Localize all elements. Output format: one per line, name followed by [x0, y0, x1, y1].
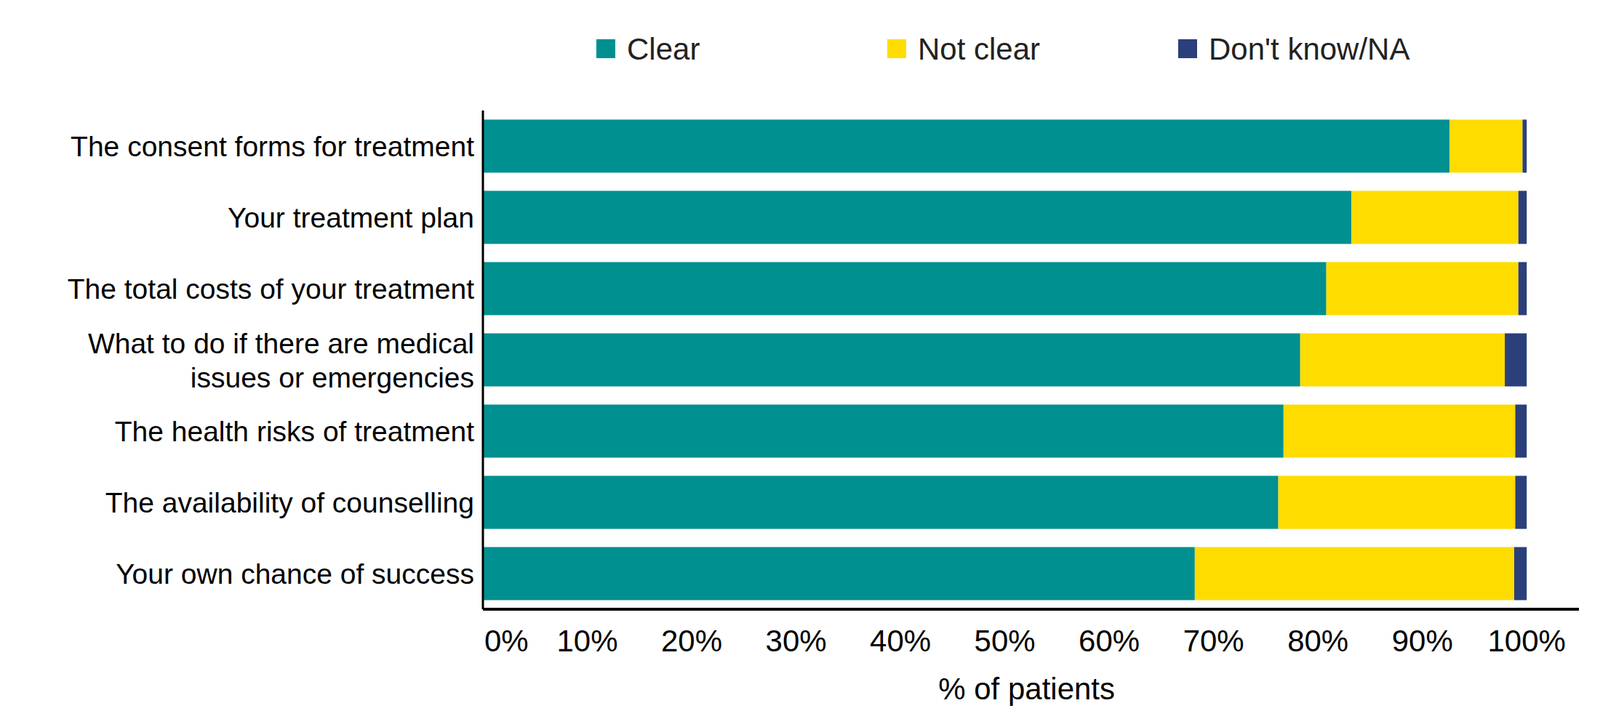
x-tick-label: 20%	[661, 624, 723, 659]
chart: The consent forms for treatment Your trea…	[0, 0, 1600, 727]
bar-segment	[482, 191, 1352, 245]
bar-segment	[1194, 547, 1515, 601]
x-tick-label: 60%	[1078, 624, 1140, 659]
bar-segment	[1326, 262, 1519, 316]
x-tick	[900, 609, 902, 611]
bar-segment	[1449, 120, 1523, 174]
category-label: The total costs of your treatment	[67, 273, 475, 305]
bar-segment	[482, 333, 1301, 387]
bars	[482, 120, 1527, 601]
x-tick-label: 40%	[869, 624, 931, 659]
x-tick-label: 0%	[484, 624, 529, 659]
bar-segment	[1514, 476, 1527, 530]
bar-segment	[1504, 333, 1527, 387]
y-axis-line	[482, 110, 485, 610]
bar-segment	[1522, 120, 1527, 174]
x-tick-label: 90%	[1392, 624, 1454, 659]
bar-segment	[1514, 547, 1527, 601]
x-tick-label: 30%	[765, 624, 827, 659]
x-tick	[1004, 609, 1006, 611]
bar-segment	[482, 547, 1195, 601]
bar-segment	[1300, 333, 1505, 387]
x-tick	[1526, 609, 1528, 611]
bar-segment	[482, 476, 1279, 530]
category-label: Your own chance of success	[115, 558, 475, 590]
category-label: The health risks of treatment	[114, 416, 475, 448]
x-tick	[1317, 609, 1319, 611]
category-label: Your treatment plan	[227, 202, 475, 234]
bar-segment	[1518, 191, 1527, 245]
legend-label: Not clear	[917, 32, 1040, 67]
x-tick	[482, 609, 484, 611]
legend-swatch	[1178, 39, 1198, 59]
x-tick-label: 80%	[1287, 624, 1349, 659]
x-tick-label: 50%	[974, 624, 1036, 659]
legend-swatch	[596, 39, 616, 59]
bar-segment	[1283, 405, 1516, 459]
bar-segment	[482, 120, 1450, 174]
x-tick-label: 70%	[1183, 624, 1245, 659]
x-tick	[1421, 609, 1423, 611]
x-tick	[795, 609, 797, 611]
x-tick-label: 10%	[556, 624, 618, 659]
legend-label: Don't know/NA	[1208, 32, 1410, 67]
x-axis-title: % of patients	[938, 672, 1115, 707]
bar-segment	[482, 262, 1327, 316]
bar-segment	[1278, 476, 1516, 530]
bar-segment	[1518, 262, 1527, 316]
category-label: What to do if there are medicalissues or…	[88, 328, 475, 394]
x-tick	[1213, 609, 1214, 611]
bar-segment	[1514, 405, 1527, 459]
x-tick	[691, 609, 693, 611]
legend-label: Clear	[626, 32, 700, 67]
x-tick	[586, 609, 588, 611]
category-label: The consent forms for treatment	[70, 130, 475, 163]
x-axis-line	[482, 608, 1579, 611]
x-tick	[1109, 609, 1110, 611]
bar-segment	[482, 405, 1284, 459]
legend-swatch	[887, 39, 907, 59]
bar-segment	[1351, 191, 1519, 245]
legend: Clear Not clear Don't know/NA	[596, 32, 1410, 67]
x-tick-label: 100%	[1488, 624, 1566, 659]
category-label: The availability of counselling	[105, 487, 475, 519]
